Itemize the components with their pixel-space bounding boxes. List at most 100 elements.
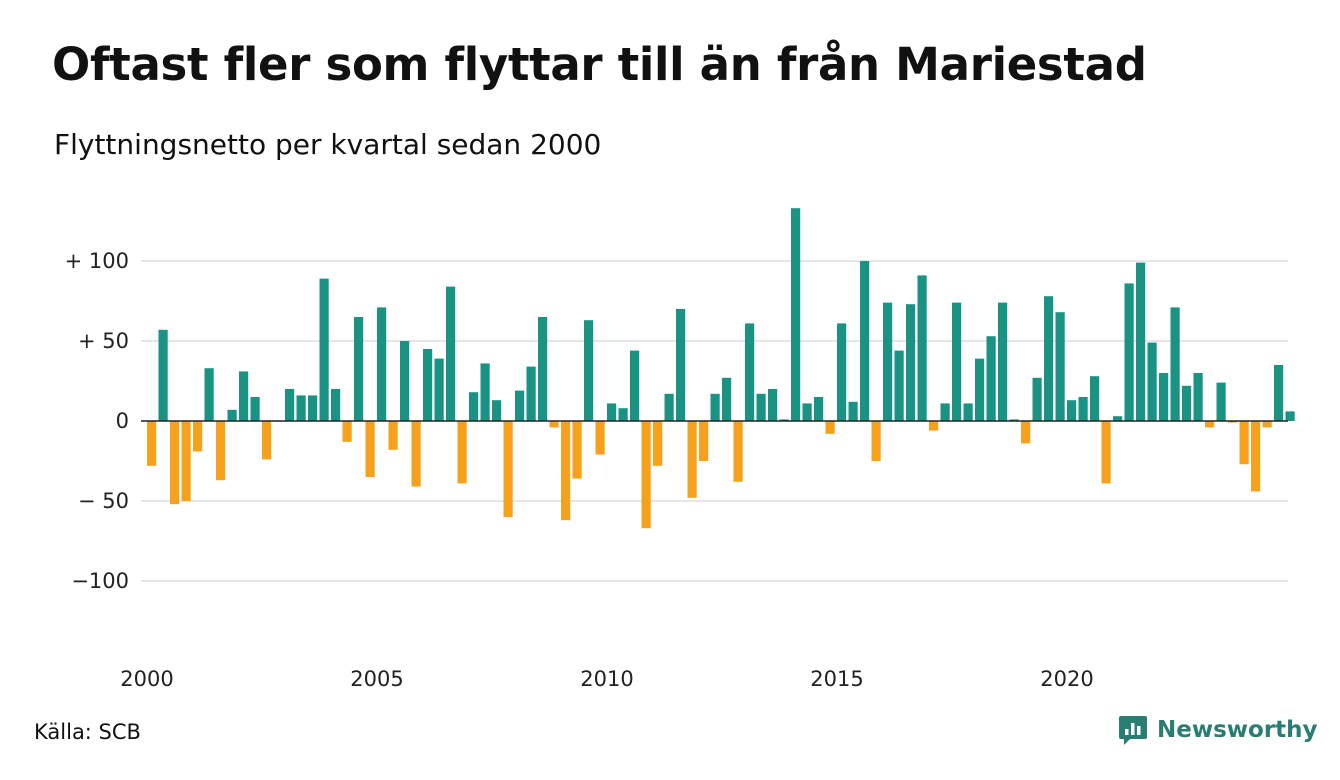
bar-2018-q1: [975, 358, 985, 421]
bar-2006-q3: [446, 286, 456, 421]
bar-2014-q4: [825, 421, 835, 434]
grid-lines: [141, 260, 1288, 582]
bar-2019-q1: [1021, 421, 1031, 444]
bar-2023-q4: [1239, 421, 1249, 465]
bar-2006-q2: [434, 358, 444, 421]
source-note: Källa: SCB: [34, 720, 141, 744]
y-tick-label: −100: [71, 569, 129, 593]
newsworthy-logo: Newsworthy: [1118, 714, 1318, 746]
bar-2013-q1: [745, 323, 755, 421]
bar-2017-q2: [940, 403, 950, 421]
bar-2016-q4: [917, 275, 927, 421]
bar-2015-q1: [837, 323, 847, 421]
bar-2012-q3: [722, 377, 732, 421]
bar-2013-q2: [756, 393, 766, 421]
bar-2005-q3: [400, 341, 410, 421]
bar-2019-q2: [1032, 377, 1042, 421]
bar-2000-q2: [158, 329, 168, 421]
bar-2016-q3: [906, 304, 916, 421]
bar-2022-q4: [1193, 373, 1203, 421]
y-tick-label: − 50: [78, 489, 129, 513]
bar-2001-q3: [216, 421, 226, 481]
y-tick-label: + 100: [65, 249, 129, 273]
bar-2017-q1: [929, 421, 939, 431]
bar-2012-q2: [710, 393, 720, 421]
bar-2010-q3: [630, 350, 640, 421]
bar-2011-q3: [676, 309, 686, 421]
bar-2003-q3: [308, 395, 318, 421]
bar-2021-q1: [1113, 416, 1123, 421]
bar-2015-q3: [860, 261, 870, 421]
bar-2014-q1: [791, 208, 801, 421]
x-tick-label: 2020: [1040, 667, 1093, 691]
bar-2012-q1: [699, 421, 709, 461]
bar-2007-q3: [492, 400, 502, 421]
bar-2017-q4: [963, 403, 973, 421]
bar-2013-q3: [768, 389, 778, 421]
bar-2018-q2: [986, 336, 996, 421]
brand-name: Newsworthy: [1157, 717, 1318, 743]
bar-2006-q4: [457, 421, 467, 484]
bar-2002-q1: [239, 371, 249, 421]
bar-2020-q1: [1067, 400, 1077, 421]
bar-2008-q1: [515, 390, 525, 421]
bar-2004-q4: [365, 421, 375, 477]
bar-2005-q1: [377, 307, 387, 421]
bar-2024-q3: [1274, 365, 1284, 421]
x-tick-label: 2015: [810, 667, 863, 691]
bar-2023-q3: [1228, 421, 1238, 423]
bar-2005-q2: [388, 421, 398, 450]
bar-2007-q1: [469, 392, 479, 421]
bar-2002-q3: [262, 421, 272, 460]
bar-2021-q3: [1136, 262, 1146, 421]
bar-2024-q1: [1251, 421, 1261, 492]
bar-2001-q1: [193, 421, 203, 452]
bar-2008-q2: [526, 366, 536, 421]
y-tick-label: + 50: [78, 329, 129, 353]
bar-2015-q2: [848, 401, 858, 421]
bar-2008-q4: [549, 421, 559, 428]
bar-2008-q3: [538, 317, 548, 421]
bar-2023-q2: [1216, 382, 1226, 421]
x-tick-label: 2000: [120, 667, 173, 691]
bar-2006-q1: [423, 349, 433, 421]
bar-2014-q3: [814, 397, 824, 421]
bar-2001-q2: [204, 368, 214, 421]
bar-2015-q4: [871, 421, 881, 461]
y-axis-ticks: + 100 + 50 0 − 50 −100: [65, 249, 129, 593]
bar-2004-q2: [342, 421, 352, 442]
bar-2020-q4: [1101, 421, 1111, 484]
bar-2021-q4: [1147, 342, 1157, 421]
bar-2009-q3: [584, 320, 594, 421]
bar-2022-q2: [1170, 307, 1180, 421]
bar-2017-q3: [952, 302, 962, 421]
bar-2004-q3: [354, 317, 364, 421]
bar-2007-q2: [480, 363, 490, 421]
bar-2011-q1: [653, 421, 663, 466]
bar-2000-q4: [181, 421, 191, 501]
bar-2016-q2: [894, 350, 904, 421]
bar-2019-q4: [1055, 312, 1065, 421]
newsworthy-logo-icon: [1119, 716, 1147, 745]
chart-subtitle: Flyttningsnetto per kvartal sedan 2000: [54, 128, 602, 161]
bar-2024-q2: [1262, 421, 1272, 428]
bar-2003-q4: [319, 278, 329, 421]
y-tick-label: 0: [116, 409, 129, 433]
chart-title: Oftast fler som flyttar till än från Mar…: [52, 38, 1147, 91]
bar-2021-q2: [1124, 283, 1134, 421]
bar-2001-q4: [227, 409, 237, 421]
bar-2000-q3: [170, 421, 180, 505]
x-tick-label: 2005: [350, 667, 403, 691]
bar-2003-q2: [296, 395, 306, 421]
bar-2020-q2: [1078, 397, 1088, 421]
bars: [147, 208, 1295, 529]
bar-2009-q1: [561, 421, 571, 521]
bar-2009-q4: [595, 421, 605, 455]
bar-2024-q4: [1285, 411, 1295, 421]
bar-2018-q3: [998, 302, 1008, 421]
bar-2007-q4: [503, 421, 513, 517]
bar-2022-q3: [1182, 385, 1192, 421]
bar-2000-q1: [147, 421, 157, 466]
bar-2020-q3: [1090, 376, 1100, 421]
